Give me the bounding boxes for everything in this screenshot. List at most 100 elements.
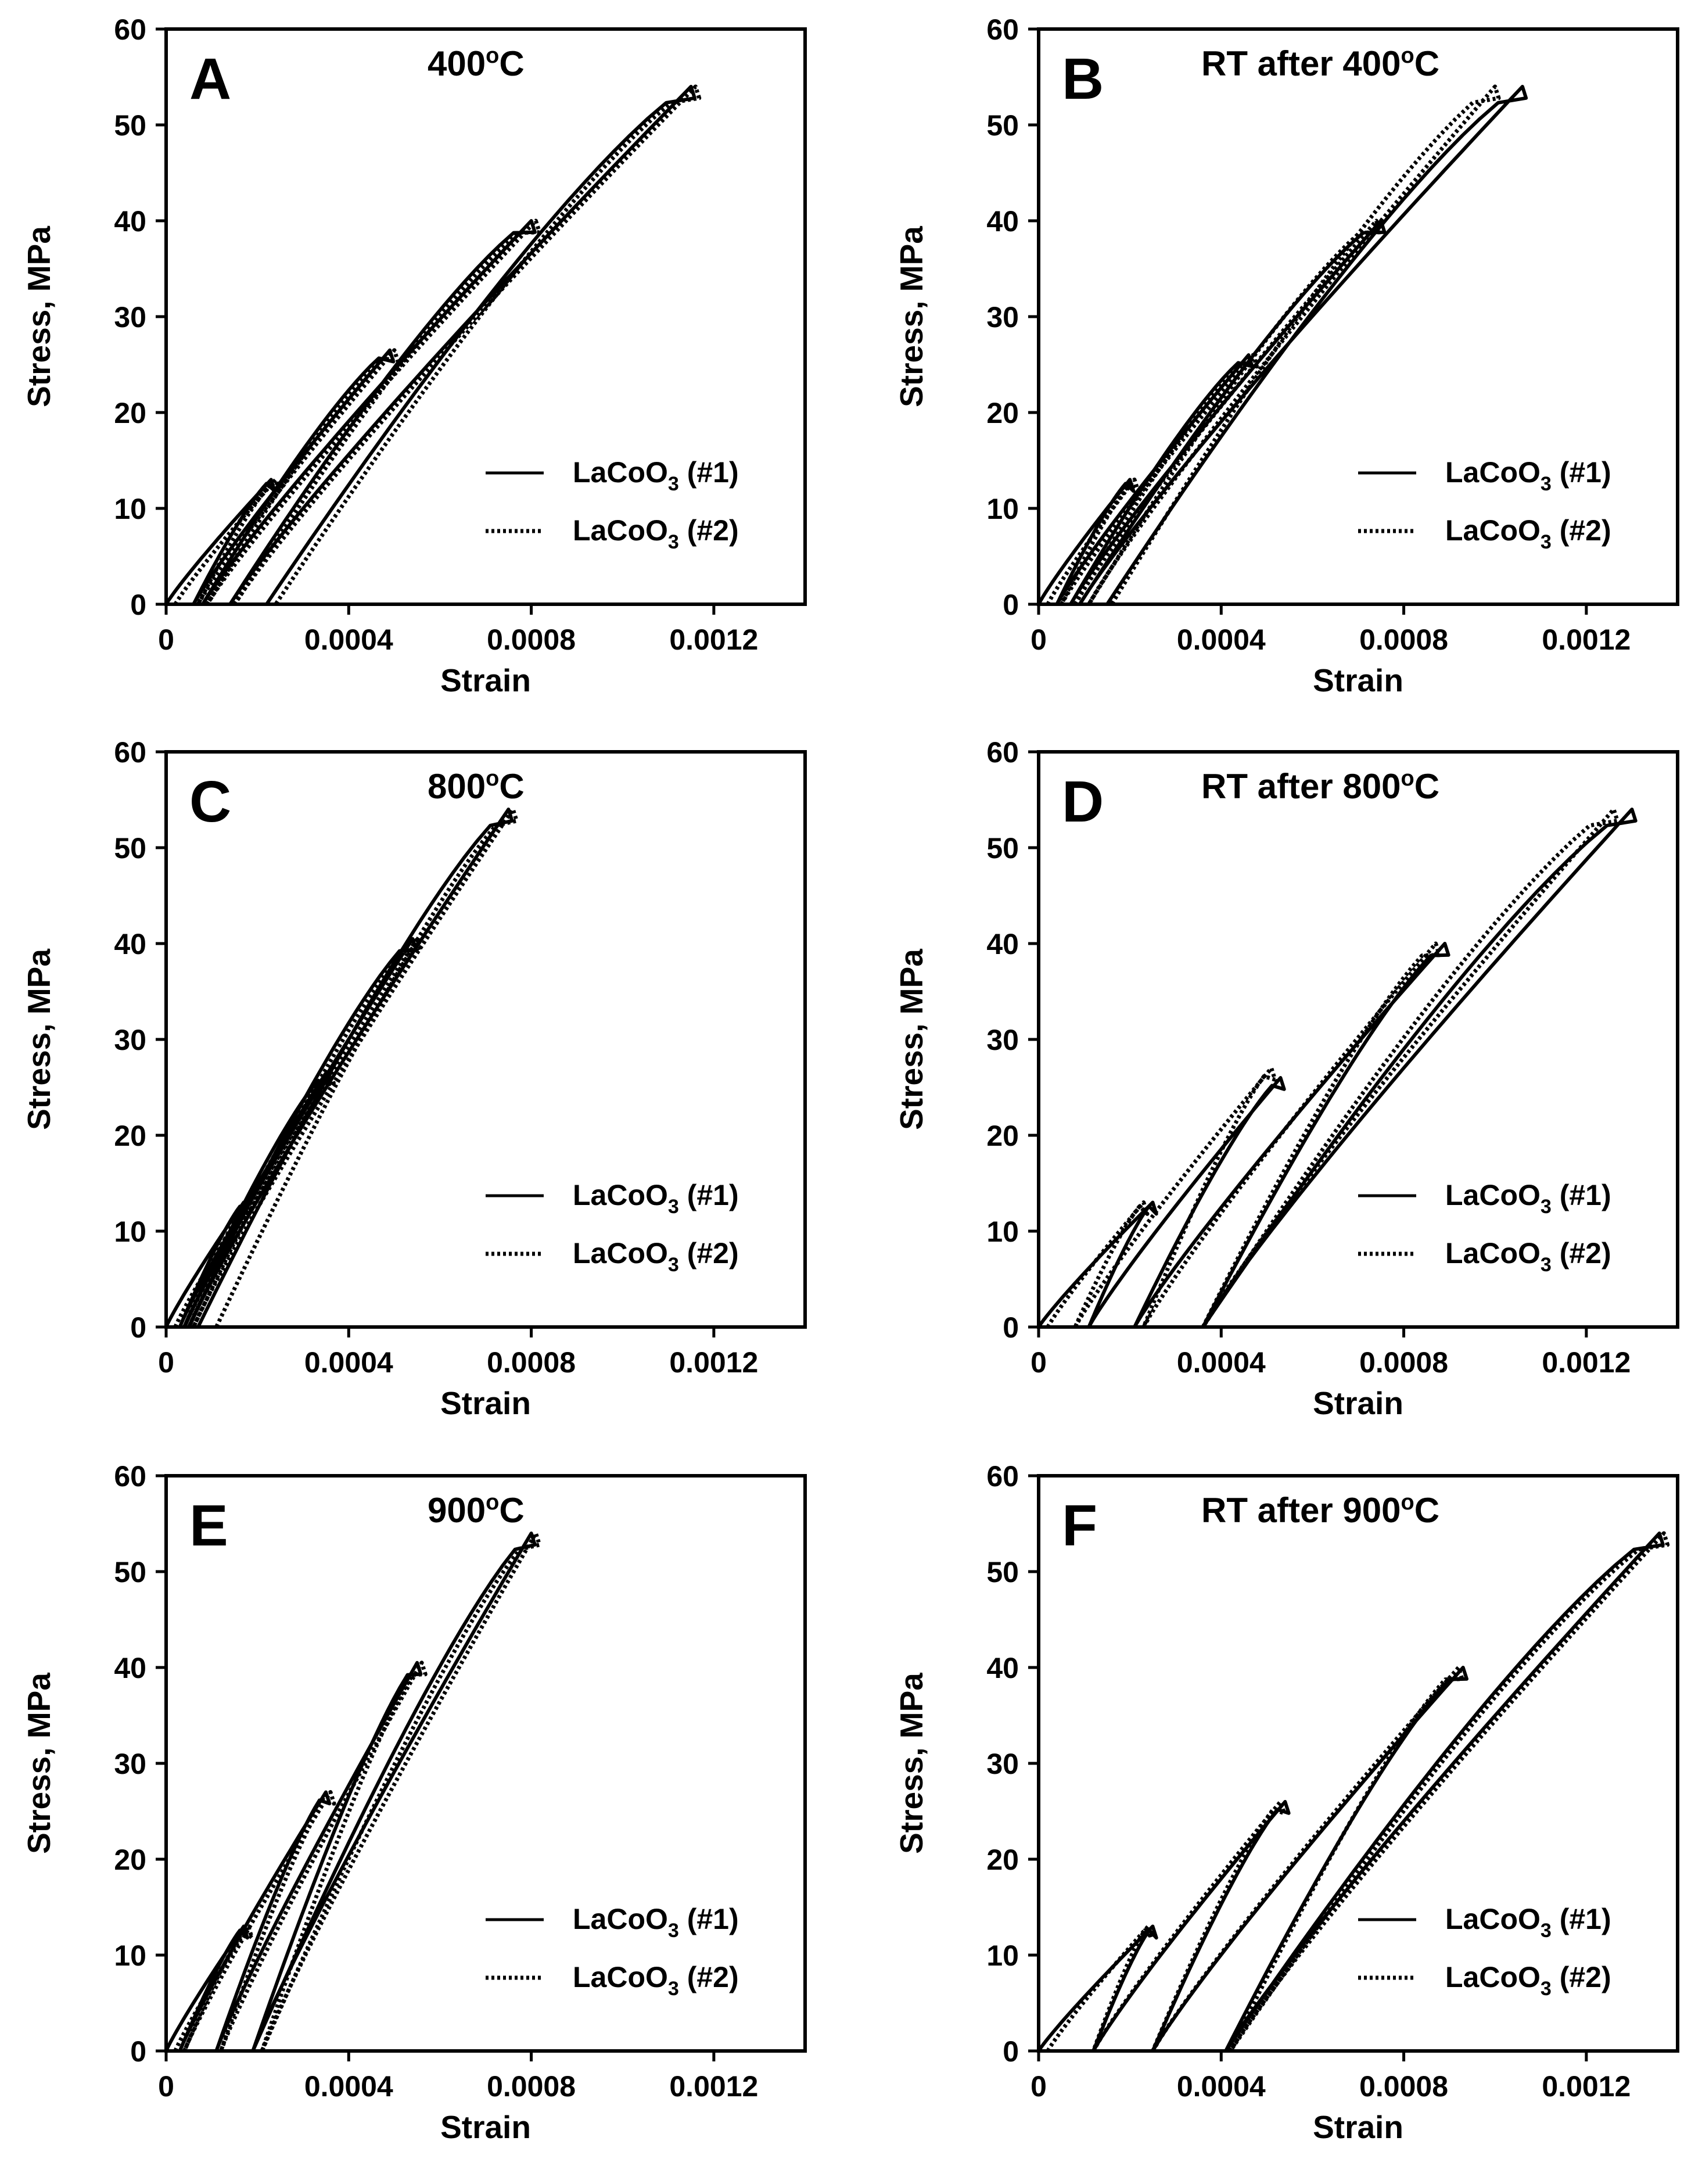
series-2-cycle-1	[173, 1200, 254, 1328]
panel-title-unit: C	[1414, 767, 1439, 806]
y-tick-label: 40	[986, 928, 1019, 960]
x-tick-label: 0	[158, 2070, 174, 2103]
legend-suffix: (#1)	[679, 456, 739, 489]
x-tick-label: 0.0012	[1542, 1346, 1631, 1379]
y-tick-label: 50	[986, 1556, 1019, 1588]
legend-name: LaCoO	[1445, 1179, 1541, 1211]
legend: LaCoO3 (#1)LaCoO3 (#2)	[486, 1903, 739, 2000]
y-tick-label: 30	[114, 301, 146, 333]
series-2-cycle-4	[1201, 807, 1620, 1328]
panel-title-unit: C	[499, 767, 524, 806]
legend-label-1: LaCoO3 (#1)	[573, 1903, 739, 1942]
panel-a: 0 0.0004 0.0008 0.0012 0 10 20 30 40 50 60 Strain St…	[21, 13, 807, 698]
y-tick-label: 20	[986, 397, 1019, 429]
panel-title-degree: o	[1401, 766, 1414, 791]
panel-title-main: RT after 400	[1201, 44, 1401, 83]
y-tick-label: 40	[114, 205, 146, 238]
y-tick-label: 20	[114, 1844, 146, 1876]
y-tick-label: 0	[130, 589, 146, 621]
panel-title: RT after 800oC	[1201, 766, 1439, 806]
y-axis-title: Stress, MPa	[893, 226, 929, 407]
panel-title: 900oC	[428, 1490, 525, 1530]
series-2-cycle-3	[1151, 1665, 1464, 2052]
legend-subscript: 3	[1541, 473, 1552, 495]
series-1-cycle-1	[1037, 1200, 1158, 1329]
x-tick-label: 0.0008	[1359, 623, 1448, 656]
x-tick-label: 0.0012	[669, 1346, 758, 1379]
y-tick-label: 40	[986, 1652, 1019, 1684]
y-tick-label: 60	[986, 1460, 1019, 1493]
series-2-cycle-4	[260, 1531, 542, 2052]
series-1-cycle-4	[228, 85, 696, 606]
y-tick-label: 10	[114, 493, 146, 525]
legend-name: LaCoO	[573, 456, 668, 489]
y-tick-label: 0	[130, 1311, 146, 1344]
panel-title-main: 800	[428, 767, 486, 806]
series-2	[173, 84, 702, 605]
legend-label-1: LaCoO3 (#1)	[573, 1179, 739, 1218]
y-tick-label: 50	[114, 1556, 146, 1588]
y-tick-label: 10	[114, 1215, 146, 1248]
panel-title-main: RT after 900	[1201, 1491, 1401, 1530]
y-tick-label: 30	[114, 1748, 146, 1780]
panel-title-degree: o	[486, 766, 499, 791]
legend-name: LaCoO	[1445, 1961, 1541, 1993]
series-2-cycle-4	[1229, 1531, 1670, 2052]
panel-title-unit: C	[499, 44, 524, 83]
panel-title-unit: C	[499, 1491, 524, 1530]
y-tick-label: 30	[986, 1748, 1019, 1780]
legend-suffix: (#2)	[1552, 514, 1611, 547]
legend: LaCoO3 (#1)LaCoO3 (#2)	[1358, 1903, 1611, 2000]
legend-label-1: LaCoO3 (#1)	[573, 456, 739, 495]
y-tick-label: 10	[986, 1939, 1019, 1972]
x-tick-label: 0	[158, 1346, 174, 1379]
x-tick-label: 0.0008	[1359, 2070, 1448, 2103]
series-2-cycle-3	[219, 1661, 428, 2052]
panel-title-degree: o	[1401, 44, 1414, 68]
legend-subscript: 3	[668, 1196, 679, 1218]
panel-letter: D	[1062, 769, 1104, 834]
x-tick-label: 0.0004	[1177, 2070, 1266, 2103]
x-tick-label: 0.0008	[1359, 1346, 1448, 1379]
legend: LaCoO3 (#1) LaCoO3 (#2)	[486, 1179, 739, 1276]
y-tick-label: 10	[986, 493, 1019, 525]
legend-suffix: (#1)	[679, 1179, 739, 1211]
series-1-cycle-3	[1151, 1666, 1468, 2053]
x-axis-title: Strain	[1313, 662, 1403, 698]
x-tick-label: 0.0004	[1177, 623, 1266, 656]
x-tick-label: 0	[1030, 623, 1047, 656]
y-tick-label: 0	[1003, 1311, 1019, 1344]
panel-b: 0 0.0004 0.0008 0.0012 0 10 20 30 40 50 60 Strain St…	[893, 13, 1679, 698]
x-axis-title: Strain	[1313, 1385, 1403, 1421]
x-tick-label: 0.0012	[669, 2070, 758, 2103]
y-tick-label: 20	[986, 1844, 1019, 1876]
legend-label-1: LaCoO3 (#1)	[1445, 456, 1611, 495]
legend-name: LaCoO	[1445, 1903, 1541, 1935]
legend-subscript: 3	[1541, 531, 1552, 553]
series-1-cycle-3	[1133, 942, 1450, 1329]
series-2-cycle-2	[1073, 1066, 1277, 1328]
x-tick-label: 0.0004	[1177, 1346, 1266, 1379]
y-axis-title: Stress, MPa	[21, 949, 57, 1130]
panel-title: RT after 900oC	[1201, 1490, 1439, 1530]
legend-name: LaCoO	[573, 1903, 668, 1935]
panel-title: 400oC	[428, 44, 525, 83]
x-tick-label: 0.0004	[304, 2070, 393, 2103]
y-tick-label: 10	[986, 1215, 1019, 1248]
legend-subscript: 3	[668, 1920, 679, 1942]
legend-suffix: (#2)	[679, 514, 739, 547]
series-2-cycle-1	[173, 1924, 254, 2052]
legend-label-2: LaCoO3 (#2)	[573, 1237, 739, 1276]
x-tick-label: 0.0008	[487, 623, 576, 656]
legend-name: LaCoO	[1445, 456, 1541, 489]
series-1-cycle-2	[1087, 1076, 1286, 1329]
legend-subscript: 3	[668, 473, 679, 495]
legend-subscript: 3	[1541, 1978, 1552, 2000]
y-tick-label: 50	[114, 109, 146, 142]
y-tick-label: 40	[114, 1652, 146, 1684]
panel-title-unit: C	[1414, 44, 1439, 83]
series-2	[173, 807, 519, 1328]
series-2-cycle-2	[182, 1790, 336, 2052]
legend-label-2: LaCoO3 (#2)	[1445, 1237, 1611, 1276]
series-2-cycle-2	[1091, 1799, 1287, 2052]
